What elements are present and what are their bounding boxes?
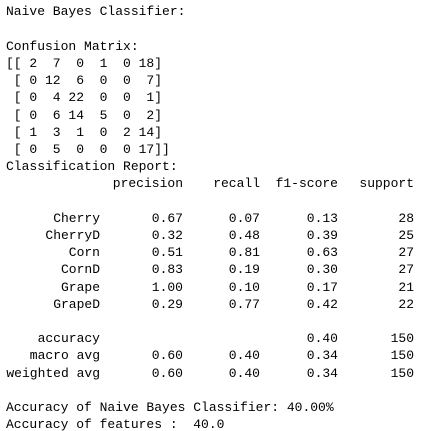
report-value: 0.39 [306, 228, 338, 243]
report-value: 28 [398, 210, 414, 226]
report-value: 0.34 [306, 348, 338, 364]
matrix-row: [ 0 4 22 0 0 1] [6, 90, 163, 106]
report-value: 0.67 [151, 210, 183, 226]
report-value: 0.30 [306, 262, 338, 278]
column-header: f1-score [275, 176, 338, 192]
report-value: 0.60 [151, 348, 183, 364]
report-value: 0.42 [306, 296, 338, 312]
report-value: 0.29 [151, 296, 183, 312]
report-value: 0.13 [306, 210, 338, 226]
row-label: CherryD [45, 228, 100, 243]
report-value: 0.81 [228, 245, 260, 261]
report-value: 0.48 [228, 228, 260, 243]
report-value: 0.83 [151, 262, 183, 278]
report-value: 0.63 [306, 245, 338, 261]
report-value: 0.17 [306, 279, 338, 295]
report-value: 0.40 [228, 348, 260, 364]
section-title: Confusion Matrix: [6, 38, 139, 54]
row-label: CornD [60, 262, 100, 278]
report-value: 150 [390, 365, 414, 381]
report-value: 0.40 [228, 365, 260, 381]
report-value: 0.60 [151, 365, 183, 381]
report-value: 0.40 [306, 331, 338, 347]
report-value: 0.19 [228, 262, 260, 278]
row-label: weighted avg [6, 365, 100, 381]
report-value: 1.00 [151, 279, 183, 295]
report-value: 27 [398, 262, 414, 278]
result-line: Accuracy of features : 40.0 [6, 417, 225, 431]
report-value: 0.77 [228, 296, 260, 312]
row-label: Corn [68, 245, 100, 261]
report-value: 25 [398, 228, 414, 243]
report-value: 150 [390, 348, 414, 364]
matrix-row: [ 0 5 0 0 0 17]] [6, 142, 170, 157]
report-value: 21 [398, 279, 414, 295]
matrix-row: [ 0 6 14 5 0 2] [6, 107, 163, 123]
title: Naive Bayes Classifier: [6, 4, 186, 20]
column-header: support [359, 176, 414, 192]
matrix-row: [ 0 12 6 0 0 7] [6, 73, 163, 89]
row-label: Grape [60, 279, 100, 295]
report-value: 0.34 [306, 365, 338, 381]
column-header: recall [213, 176, 260, 192]
matrix-row: [[ 2 7 0 1 0 18] [6, 56, 163, 71]
report-value: 150 [390, 331, 414, 347]
matrix-row: [ 1 3 1 0 2 14] [6, 124, 163, 140]
report-value: 27 [398, 245, 414, 261]
row-label: Cherry [53, 210, 100, 226]
result-line: Accuracy of Naive Bayes Classifier: 40.0… [6, 400, 334, 415]
row-label: accuracy [37, 331, 100, 347]
column-header: precision [112, 176, 183, 192]
row-label: GrapeD [53, 296, 100, 312]
report-value: 0.07 [228, 210, 260, 226]
report-value: 0.51 [151, 245, 183, 261]
row-label: macro avg [29, 348, 100, 364]
report-value: 0.10 [228, 279, 260, 295]
section-title: Classification Report: [6, 159, 178, 175]
report-value: 0.32 [151, 228, 183, 243]
report-value: 22 [398, 296, 414, 312]
